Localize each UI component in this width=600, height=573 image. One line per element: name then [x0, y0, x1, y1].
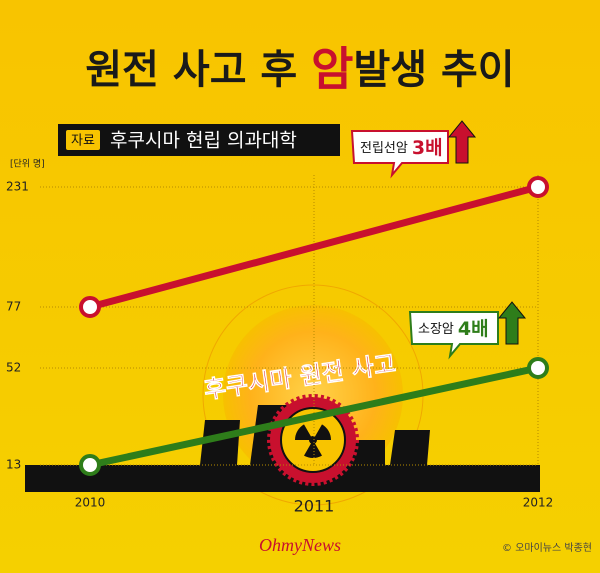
callout-text: 소장암 4배 — [418, 318, 489, 340]
point — [527, 176, 549, 198]
y-tick-label: 77 — [6, 300, 21, 314]
series-name: 소장암 — [418, 322, 454, 337]
point — [79, 296, 101, 318]
callout-text: 전립선암 3배 — [360, 137, 443, 159]
arrow — [497, 301, 527, 345]
line — [89, 183, 539, 311]
callout-box — [350, 130, 449, 179]
callout-box — [408, 311, 499, 360]
series-annotation: 4배 — [458, 318, 489, 340]
point — [527, 357, 549, 379]
point — [79, 454, 101, 476]
radiation-badge — [267, 394, 359, 486]
line — [89, 364, 539, 469]
source: 후쿠시마 현립 의과대학 — [110, 130, 297, 152]
chart-title: 원전 사고 후 암발생 추이 — [85, 42, 514, 96]
series-name: 전립선암 — [360, 141, 408, 156]
credit: © 오마이뉴스 박종현 — [502, 542, 592, 554]
source-tag-box — [66, 130, 100, 150]
source-bar — [58, 124, 340, 156]
x-tick-label: 2010 — [75, 496, 106, 510]
y-tick-label: 52 — [6, 361, 21, 375]
unit: [단위 명] — [10, 159, 45, 170]
x-tick-label: 2011 — [294, 497, 335, 516]
arrow — [447, 120, 477, 164]
x-tick-label: 2012 — [523, 496, 554, 510]
y-tick-label: 231 — [6, 180, 29, 194]
series-annotation: 3배 — [412, 137, 443, 159]
source-tag: 자료 — [71, 134, 95, 149]
brand: OhmyNews — [259, 535, 341, 555]
y-tick-label: 13 — [6, 458, 21, 472]
